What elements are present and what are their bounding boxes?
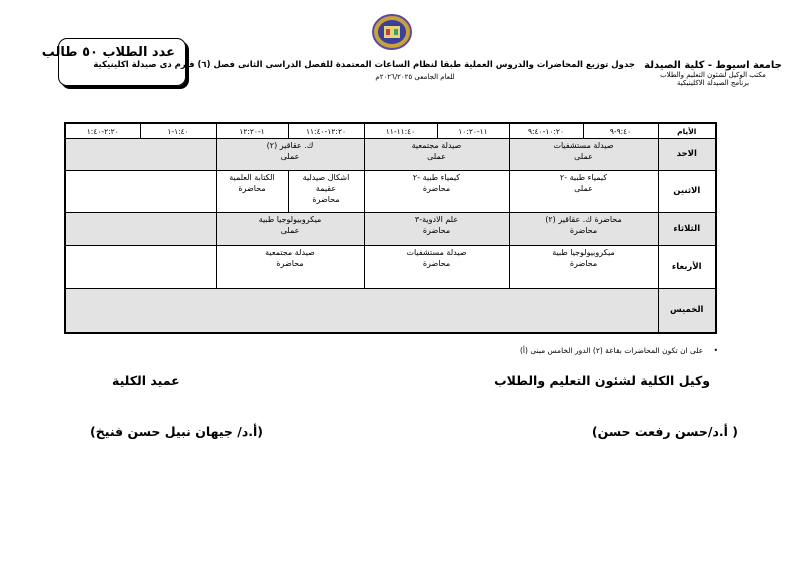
session-type: محاضرة xyxy=(422,184,451,193)
day-row: الثلاثاء محاضرة ك. عقاقير (٢) محاضرة علم ال… xyxy=(64,212,717,246)
session-type: عملى xyxy=(574,152,593,161)
session-type: محاضرة xyxy=(569,226,598,235)
document-title: جدول توزيع المحاضرات والدروس العملية طبق… xyxy=(93,60,635,81)
session-type: محاضرة xyxy=(238,184,266,193)
session-type: عملى xyxy=(280,226,300,235)
class-cell: صيدلة مستشفيات محاضرة xyxy=(363,245,510,289)
course-name: علم الادوية-٣ xyxy=(414,215,459,224)
course-name: ميكروبيولوجيا طبية xyxy=(258,215,322,224)
day-label: الخميس xyxy=(657,288,717,333)
course-name: صيدلة مجتمعية xyxy=(265,248,315,257)
session-type: عملى xyxy=(574,184,593,193)
student-count-box: عدد الطلاب ٥٠ طالب xyxy=(42,38,186,86)
session-type: محاضرة xyxy=(276,259,304,268)
course-name: صيدلة مستشفيات xyxy=(553,141,614,150)
class-cell: ميكروبيولوجيا طبية محاضرة xyxy=(508,245,659,289)
day-label: الاثنين xyxy=(657,170,717,213)
dean-name: (أ.د/ جيهان نبيل حسن فنيخ) xyxy=(90,424,264,439)
schedule-title: جدول توزيع المحاضرات والدروس العملية طبق… xyxy=(93,60,635,70)
course-name: صيدلة مستشفيات xyxy=(406,248,467,257)
time-slot-header: ٩:٤٠-٩ xyxy=(582,122,659,139)
class-cell: ك. عقاقير (٢) عملى xyxy=(215,138,365,171)
course-name: اشكال صيدلية xyxy=(302,173,350,182)
session-type: عملى xyxy=(280,152,300,161)
university-header: جامعة اسيوط - كلية الصيدلة مكتب الوكيل ل… xyxy=(638,60,788,87)
time-slot-header: ١١:٤٠-١١ xyxy=(363,122,438,139)
class-cell: علم الادوية-٣ محاضرة xyxy=(363,212,510,246)
day-label: الأربعاء xyxy=(657,245,717,289)
empty-cell xyxy=(64,245,217,289)
day-row: الاحد صيدلة مستشفيات عملى صيدلة مجتمعية عملى… xyxy=(64,138,717,171)
program-name: برنامج الصيدلة الاكلينيكية xyxy=(676,79,750,87)
day-row: الاثنين كيمياء طبية -٢ عملى كيمياء طبية -٢ م… xyxy=(64,170,717,213)
class-cell: محاضرة ك. عقاقير (٢) محاضرة xyxy=(508,212,659,246)
time-slot-header: ١٠:٢٠-٩:٤٠ xyxy=(508,122,584,139)
session-type: عقيمة xyxy=(315,184,337,193)
class-cell: كيمياء طبية -٢ محاضرة xyxy=(363,170,510,213)
days-header: الأيام xyxy=(657,122,717,139)
course-name: محاضرة ك. عقاقير (٢) xyxy=(545,215,622,224)
empty-cell xyxy=(64,170,217,213)
schedule-table: الأيام ٩:٤٠-٩ ١٠:٢٠-٩:٤٠ ١١-١٠:٢٠ ١١:٤٠-١١ ١٢… xyxy=(64,122,717,334)
time-slot-header: ٢:٢٠-١:٤٠ xyxy=(64,122,141,139)
class-cell: اشكال صيدلية عقيمة محاضرة xyxy=(287,170,365,213)
empty-cell xyxy=(64,138,217,171)
university-name: جامعة اسيوط - كلية الصيدلة xyxy=(644,60,782,71)
bullet-icon: • xyxy=(713,346,719,355)
course-name: كيمياء طبية -٢ xyxy=(559,173,608,182)
course-name: ك. عقاقير (٢) xyxy=(266,141,314,150)
course-name: صيدلة مجتمعية xyxy=(411,141,462,150)
empty-cell xyxy=(64,288,659,333)
day-row: الخميس xyxy=(64,288,717,333)
academic-year: للعام الجامعى ٢٠٢٦/٢٠٢٥م xyxy=(375,73,455,81)
class-cell: صيدلة مجتمعية عملى xyxy=(363,138,510,171)
class-cell: الكتابة العلمية محاضرة xyxy=(215,170,289,213)
empty-cell xyxy=(64,212,217,246)
time-slot-header: ١٢:٢٠-١١:٤٠ xyxy=(287,122,365,139)
note: • على ان تكون المحاضرات بقاعة (٢) الدور … xyxy=(520,346,718,355)
time-slot-header: ١١-١٠:٢٠ xyxy=(436,122,510,139)
class-cell: صيدلة مجتمعية محاضرة xyxy=(215,245,365,289)
student-count: عدد الطلاب ٥٠ طالب xyxy=(41,45,175,60)
dean-title: عميد الكلية xyxy=(112,373,180,388)
course-name: ميكروبيولوجيا طبية xyxy=(552,248,615,257)
day-label: الثلاثاء xyxy=(657,212,717,246)
course-name: كيمياء طبية -٢ xyxy=(412,173,461,182)
session-type: محاضرة xyxy=(422,226,451,235)
session-type: محاضرة xyxy=(569,259,598,268)
day-label: الاحد xyxy=(657,138,717,171)
office-name: مكتب الوكيل لشئون التعليم والطلاب xyxy=(660,71,766,79)
vice-dean-name: ( أ.د/حسن رفعت حسن) xyxy=(591,424,738,439)
class-cell: كيمياء طبية -٢ عملى xyxy=(508,170,659,213)
class-cell: صيدلة مستشفيات عملى xyxy=(508,138,659,171)
note-text: على ان تكون المحاضرات بقاعة (٢) الدور ال… xyxy=(520,346,704,355)
faculty-logo xyxy=(372,14,412,50)
time-slot-header: ١-١٢:٢٠ xyxy=(215,122,289,139)
header-row: الأيام ٩:٤٠-٩ ١٠:٢٠-٩:٤٠ ١١-١٠:٢٠ ١١:٤٠-١١ ١٢… xyxy=(64,122,717,139)
day-row: الأربعاء ميكروبيولوجيا طبية محاضرة صيدلة مس… xyxy=(64,245,717,289)
vice-dean-title: وكيل الكلية لشئون التعليم والطلاب xyxy=(494,373,710,388)
session-type: عملى xyxy=(427,152,446,161)
course-name: الكتابة العلمية xyxy=(229,173,275,182)
session-type: محاضرة xyxy=(422,259,451,268)
time-slot-header: ١:٤٠-١ xyxy=(139,122,217,139)
class-cell: ميكروبيولوجيا طبية عملى xyxy=(215,212,365,246)
session-type: محاضرة xyxy=(312,195,340,204)
